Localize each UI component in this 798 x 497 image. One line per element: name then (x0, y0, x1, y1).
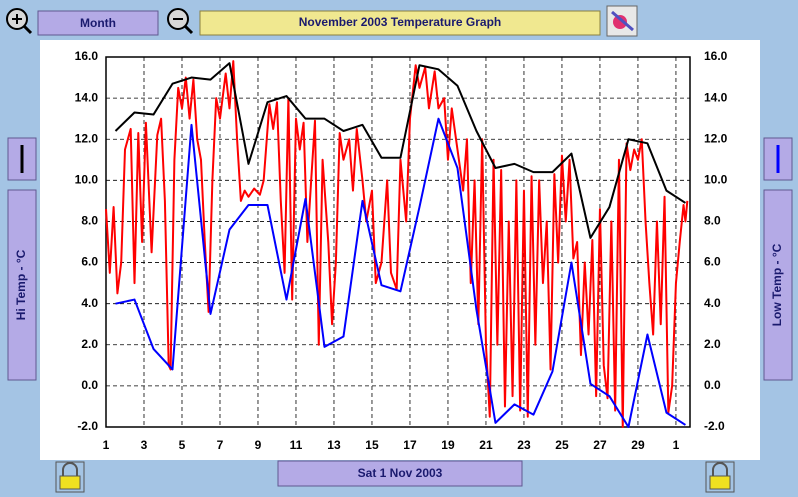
y2-tick-label: 6.0 (704, 255, 721, 269)
series-line (114, 62, 686, 239)
left-axis-label: Hi Temp - °C (14, 249, 28, 320)
chart-panel (40, 40, 760, 460)
x-tick-label: 27 (593, 438, 607, 452)
plot-frame (105, 56, 691, 428)
y-tick-label: 6.0 (81, 255, 98, 269)
low-legend-button[interactable] (763, 137, 793, 181)
x-tick-label: 7 (217, 438, 224, 452)
x-tick-label: 25 (555, 438, 569, 452)
y2-tick-label: 8.0 (704, 214, 721, 228)
y2-tick-label: 10.0 (704, 173, 728, 187)
chart-title: November 2003 Temperature Graph (299, 15, 502, 29)
title-bar (199, 10, 601, 36)
date-button[interactable]: Sat 1 Nov 2003 (277, 460, 523, 487)
date-button-label: Sat 1 Nov 2003 (358, 466, 443, 480)
period-button[interactable]: Month (37, 10, 159, 36)
x-tick-label: 9 (255, 438, 262, 452)
zoom-out-button[interactable] (167, 8, 194, 35)
print-button[interactable] (606, 5, 638, 37)
y-tick-label: 0.0 (81, 378, 98, 392)
right-lock-button[interactable] (705, 461, 735, 493)
zoom-in-button[interactable] (4, 6, 34, 36)
left-lock-button[interactable] (55, 461, 85, 493)
x-tick-label: 15 (365, 438, 379, 452)
x-tick-label: 5 (179, 438, 186, 452)
x-tick-label: 1 (673, 438, 680, 452)
x-tick-label: 1 (103, 438, 110, 452)
period-button-label: Month (80, 16, 116, 30)
x-tick-label: 19 (441, 438, 455, 452)
y-tick-label: -2.0 (77, 419, 98, 433)
x-tick-label: 17 (403, 438, 417, 452)
y2-tick-label: -2.0 (704, 419, 725, 433)
hi-legend-button[interactable] (7, 137, 37, 181)
plot: -2.0 -2.0 0.0 0.0 2.0 2.0 4.0 4.0 6.0 6.0 8.0 8.0 10… (75, 49, 728, 452)
x-tick-label: 13 (327, 438, 341, 452)
x-tick-label: 11 (290, 438, 303, 452)
low-label-panel (763, 189, 793, 381)
y2-tick-label: 0.0 (704, 378, 721, 392)
y-tick-label: 16.0 (75, 49, 99, 63)
x-tick-label: 29 (631, 438, 645, 452)
hi-label-panel (7, 189, 37, 381)
y2-tick-label: 16.0 (704, 49, 728, 63)
y2-tick-label: 14.0 (704, 90, 728, 104)
y2-tick-label: 2.0 (704, 337, 721, 351)
series-line (115, 117, 686, 428)
y2-tick-label: 12.0 (704, 131, 728, 145)
y-tick-label: 10.0 (75, 173, 99, 187)
y2-tick-label: 4.0 (704, 296, 721, 310)
x-tick-label: 21 (479, 438, 493, 452)
x-tick-label: 3 (141, 438, 148, 452)
y-tick-label: 12.0 (75, 131, 99, 145)
right-axis-label: Low Temp - °C (770, 243, 784, 326)
y-tick-label: 4.0 (81, 296, 98, 310)
y-tick-label: 8.0 (81, 214, 98, 228)
series-line (105, 60, 689, 428)
x-tick-label: 23 (517, 438, 531, 452)
y-tick-label: 2.0 (81, 337, 98, 351)
y-tick-label: 14.0 (75, 90, 99, 104)
